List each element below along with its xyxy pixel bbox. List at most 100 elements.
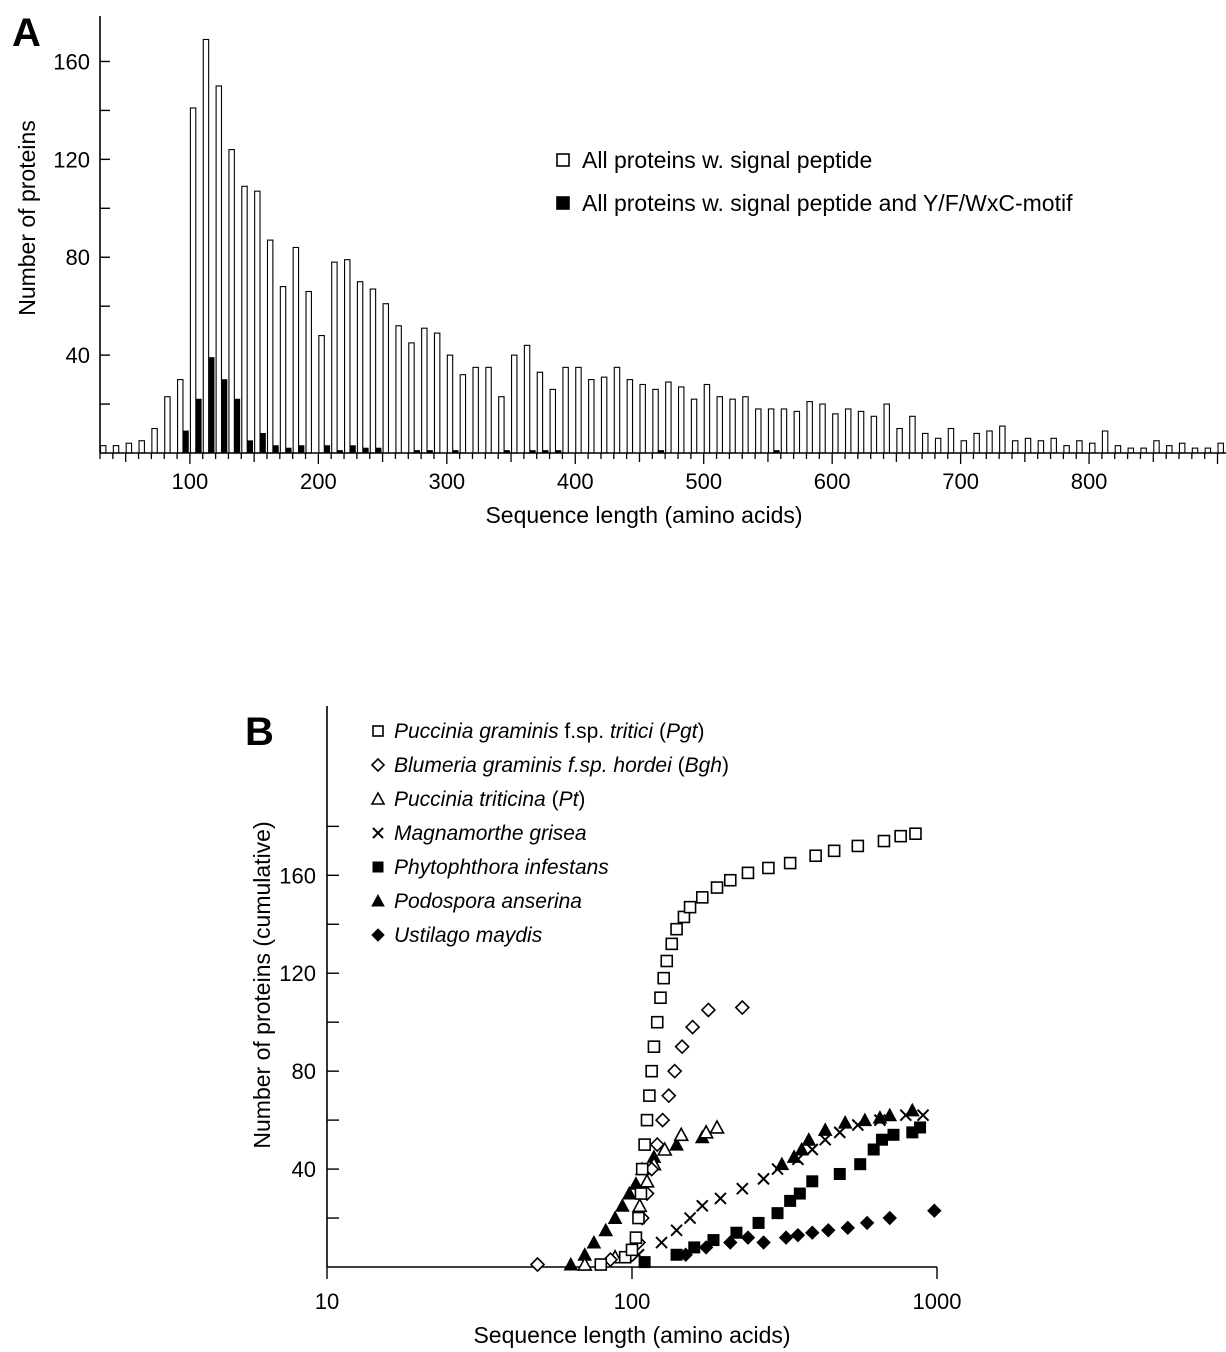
bar-yfwxc-motif bbox=[324, 445, 331, 454]
marker-open-diamond bbox=[734, 999, 750, 1016]
marker-cross bbox=[916, 1109, 930, 1122]
marker-open-square bbox=[634, 1187, 648, 1200]
bar-all-signal-peptide bbox=[1011, 440, 1019, 454]
bar-yfwxc-motif bbox=[260, 433, 266, 454]
bar-all-signal-peptide bbox=[844, 408, 852, 454]
bar-all-signal-peptide bbox=[112, 445, 120, 454]
bar-all-signal-peptide bbox=[1063, 445, 1070, 454]
x-tick-label-a: 500 bbox=[685, 469, 722, 494]
legend-label-b: Ustilago maydis bbox=[394, 924, 543, 947]
bar-all-signal-peptide bbox=[523, 344, 531, 454]
marker-filled-diamond bbox=[927, 1203, 942, 1218]
marker-filled-square bbox=[784, 1194, 797, 1207]
marker-cross bbox=[899, 1109, 912, 1122]
x-tick-label-a: 100 bbox=[172, 469, 209, 494]
marker-open-diamond bbox=[649, 1136, 665, 1153]
marker-open-square bbox=[629, 1231, 643, 1244]
marker-filled-square bbox=[730, 1226, 743, 1239]
legend-label-b: Magnamorthe grisea bbox=[394, 822, 587, 845]
marker-cross bbox=[372, 827, 384, 839]
marker-open-square bbox=[683, 900, 697, 914]
marker-cross bbox=[757, 1172, 770, 1186]
marker-cross bbox=[714, 1192, 727, 1205]
marker-open-square bbox=[827, 844, 841, 858]
marker-open-diamond bbox=[674, 1039, 690, 1055]
bar-all-signal-peptide bbox=[934, 437, 942, 454]
legend-text-part: Pt bbox=[559, 788, 580, 811]
marker-filled-triangle bbox=[669, 1137, 684, 1151]
bar-yfwxc-motif bbox=[183, 430, 189, 454]
marker-filled-square bbox=[752, 1216, 765, 1229]
bar-all-signal-peptide bbox=[588, 379, 595, 454]
bar-all-signal-peptide bbox=[125, 442, 133, 454]
bar-all-signal-peptide bbox=[1166, 445, 1173, 454]
bar-all-signal-peptide bbox=[960, 440, 968, 454]
bar-yfwxc-motif bbox=[234, 398, 241, 454]
bar-all-signal-peptide bbox=[857, 410, 865, 454]
marker-open-diamond bbox=[684, 1019, 701, 1035]
marker-filled-triangle bbox=[837, 1115, 853, 1129]
bar-all-signal-peptide bbox=[228, 149, 235, 454]
legend-a: All proteins w. signal peptide All protei… bbox=[556, 147, 1073, 216]
bar-all-signal-peptide bbox=[421, 327, 428, 454]
bar-all-signal-peptide bbox=[999, 425, 1006, 454]
bar-all-signal-peptide bbox=[215, 85, 223, 454]
bar-all-signal-peptide bbox=[922, 432, 929, 454]
marker-open-triangle bbox=[673, 1126, 690, 1142]
legend-text-part: ( bbox=[546, 788, 559, 811]
bar-all-signal-peptide bbox=[344, 259, 351, 454]
bar-all-signal-peptide bbox=[408, 342, 415, 454]
legend-label-a: All proteins w. signal peptide and Y/F/W… bbox=[582, 190, 1073, 216]
axes-a: 40 80 120 160 100 200 300 400 500 600 700 800 bbox=[53, 16, 1226, 494]
bar-all-signal-peptide bbox=[1153, 440, 1160, 454]
bars-a bbox=[99, 38, 1224, 454]
bar-all-signal-peptide bbox=[986, 430, 993, 454]
chart-panel-a: A 40 80 120 160 100 200 300 400 500 600 700 800 Seq… bbox=[12, 11, 1226, 528]
marker-filled-square bbox=[806, 1175, 819, 1188]
y-tick-label-a: 40 bbox=[66, 343, 90, 368]
bar-all-signal-peptide bbox=[459, 374, 467, 454]
legend-text-part: Blumeria graminis f.sp. hordei bbox=[394, 754, 673, 777]
marker-filled-square bbox=[688, 1241, 701, 1254]
marker-filled-square bbox=[854, 1158, 867, 1171]
bar-all-signal-peptide bbox=[369, 288, 377, 454]
marker-open-triangle bbox=[576, 1256, 593, 1271]
bar-all-signal-peptide bbox=[947, 427, 955, 454]
bar-yfwxc-motif bbox=[221, 379, 228, 454]
x-tick-label-b: 10 bbox=[315, 1289, 339, 1314]
bar-all-signal-peptide bbox=[1076, 440, 1083, 454]
marker-open-square bbox=[640, 1113, 654, 1127]
marker-open-square bbox=[618, 1250, 632, 1264]
bar-all-signal-peptide bbox=[266, 239, 274, 454]
marker-cross bbox=[833, 1126, 846, 1139]
y-axis-label-b: Number of proteins (cumulative) bbox=[249, 821, 275, 1148]
bar-all-signal-peptide bbox=[613, 366, 621, 454]
x-axis-label-a: Sequence length (amino acids) bbox=[485, 502, 802, 528]
marker-filled-diamond bbox=[678, 1247, 693, 1262]
bar-all-signal-peptide bbox=[729, 398, 736, 454]
marker-filled-square bbox=[887, 1128, 900, 1141]
bar-all-signal-peptide bbox=[575, 366, 582, 454]
marker-open-triangle bbox=[639, 1173, 655, 1188]
x-tick-label-a: 800 bbox=[1071, 469, 1108, 494]
marker-cross bbox=[851, 1118, 865, 1132]
marker-filled-diamond bbox=[371, 928, 385, 942]
marker-filled-triangle bbox=[607, 1210, 623, 1225]
bar-all-signal-peptide bbox=[549, 388, 557, 454]
marker-filled-diamond bbox=[698, 1240, 714, 1255]
bar-all-signal-peptide bbox=[279, 286, 287, 454]
legend-text-part: Podospora anserina bbox=[394, 890, 582, 913]
legend-text-part: Pgt bbox=[666, 720, 699, 743]
marker-open-square bbox=[851, 839, 865, 853]
marker-filled-square bbox=[793, 1187, 806, 1200]
marker-filled-square bbox=[707, 1234, 720, 1247]
marker-open-square bbox=[654, 991, 667, 1005]
bar-all-signal-peptide bbox=[498, 396, 505, 454]
bar-all-signal-peptide bbox=[832, 413, 839, 454]
y-tick-label-b: 120 bbox=[279, 961, 316, 986]
bar-all-signal-peptide bbox=[973, 432, 980, 454]
legend-text-part: tritici bbox=[610, 720, 654, 743]
marker-cross bbox=[683, 1211, 697, 1225]
legend-label-b: Puccinia graminis f.sp. tritici (Pgt) bbox=[394, 720, 704, 743]
bar-all-signal-peptide bbox=[1178, 442, 1186, 454]
